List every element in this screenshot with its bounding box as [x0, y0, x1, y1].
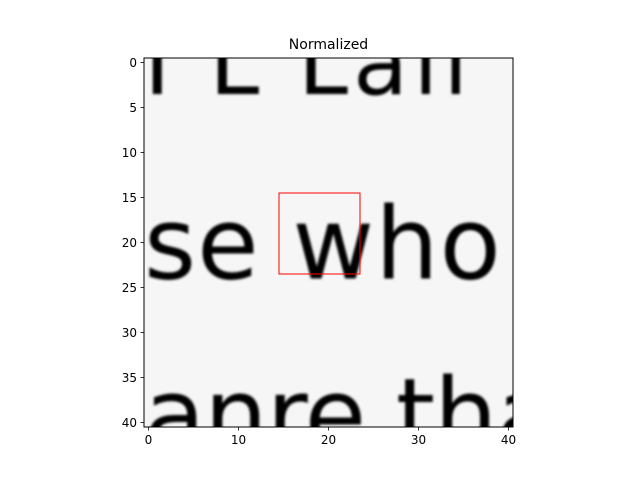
y-tick-label: 25 — [122, 281, 137, 295]
highlight-box — [278, 192, 361, 275]
x-tick-label: 10 — [231, 433, 246, 447]
heatmap-text-pixels: I L Lall se who anre that — [144, 11, 595, 474]
image-text-row: anre that — [144, 357, 595, 474]
x-tick-label: 20 — [321, 433, 336, 447]
y-tick-label: 5 — [129, 101, 137, 115]
heatmap-background — [144, 58, 513, 427]
y-tick-label: 20 — [122, 236, 137, 250]
y-tick-label: 30 — [122, 326, 137, 340]
y-tick-label: 0 — [129, 56, 137, 70]
heatmap-image: I L Lall se who anre that — [144, 11, 595, 474]
x-axis: 0 10 20 30 40 — [145, 427, 516, 447]
y-tick-label: 40 — [122, 416, 137, 430]
y-axis: 0 5 10 15 20 25 30 35 40 — [122, 56, 144, 430]
y-tick-label: 35 — [122, 371, 137, 385]
image-text-row: I L Lall — [144, 11, 473, 116]
x-tick-label: 40 — [501, 433, 516, 447]
y-tick-label: 15 — [122, 191, 137, 205]
image-text-row: se who — [144, 186, 502, 303]
x-tick-label: 0 — [145, 433, 153, 447]
x-tick-label: 30 — [411, 433, 426, 447]
y-tick-label: 10 — [122, 146, 137, 160]
chart-title: Normalized — [289, 37, 368, 53]
